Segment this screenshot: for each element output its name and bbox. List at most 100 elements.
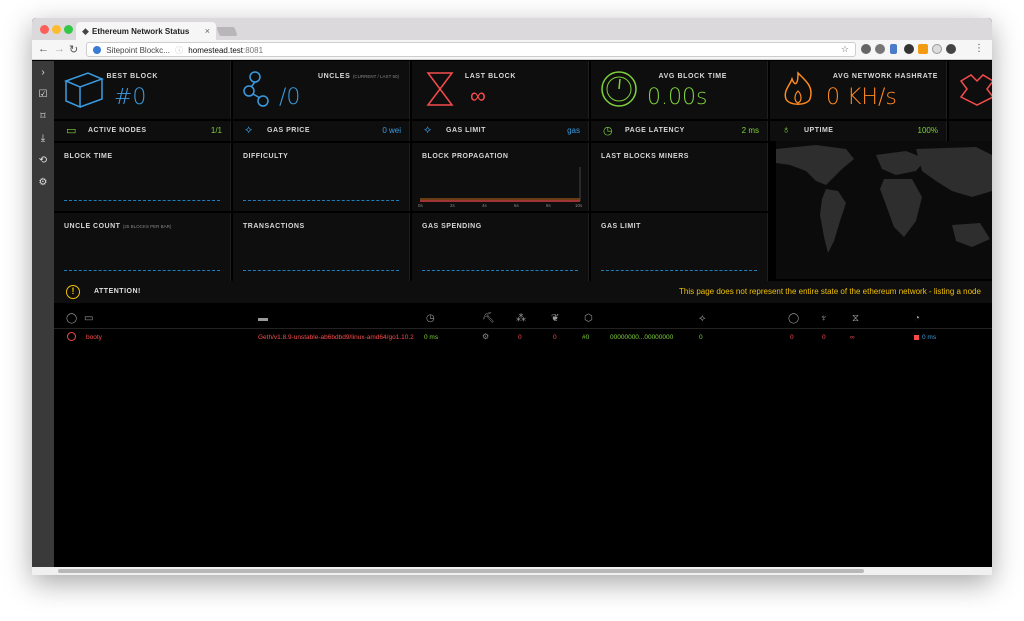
page-latency-value: 2 ms — [741, 126, 759, 135]
difficulty-chart: DIFFICULTY — [233, 143, 410, 211]
extension-profile-icon[interactable] — [946, 44, 956, 54]
node-pending: 0 — [553, 334, 557, 341]
checkbox-icon[interactable]: ☑ — [38, 89, 48, 100]
monitor-icon[interactable]: ▭ — [84, 313, 94, 324]
check-circle-icon[interactable]: ◯ — [788, 313, 800, 324]
close-window-button[interactable] — [40, 25, 49, 34]
pending-leaf-icon[interactable]: ❦ — [551, 313, 560, 324]
difficulty-label: DIFFICULTY — [243, 153, 289, 160]
minimize-window-button[interactable] — [52, 25, 61, 34]
tab-bar: ◆ Ethereum Network Status × — [32, 18, 992, 40]
gas-limit-chart-label: GAS LIMIT — [601, 223, 641, 230]
expand-chevron-icon[interactable]: › — [41, 67, 45, 78]
extension-ethereum-icon[interactable] — [890, 44, 897, 54]
gas-spending-label: GAS SPENDING — [422, 223, 482, 230]
laptop-icon[interactable]: ▬ — [258, 313, 268, 324]
dashboard: BEST BLOCK #0 UNCLES (CURRENT / LAST 50)… — [54, 61, 992, 575]
avg-hashrate-panel: AVG NETWORK HASHRATE 0 KH/s — [770, 61, 947, 119]
info-icon[interactable]: ⓘ — [175, 46, 184, 55]
uncle-count-baseline — [64, 270, 220, 271]
transactions-chart: TRANSACTIONS — [233, 213, 410, 281]
node-block-transactions: 0 — [790, 334, 794, 341]
gas-limit-label: GAS LIMIT — [446, 127, 486, 134]
reload-icon[interactable]: ↻ — [69, 44, 79, 56]
node-status-icon — [67, 332, 76, 341]
avg-block-time-panel: AVG BLOCK TIME 0.00s — [591, 61, 768, 119]
tab-title: Ethereum Network Status — [92, 27, 190, 36]
last-blocks-miners-chart: LAST BLOCKS MINERS — [591, 143, 768, 211]
propagation-tick: 4s — [482, 203, 487, 208]
pickaxe-icon[interactable]: ⛏ — [482, 313, 495, 324]
tab-close-button[interactable]: × — [204, 26, 210, 36]
browser-menu-icon[interactable]: ⋮ — [974, 43, 984, 54]
node-uncles: 0 — [822, 334, 826, 341]
bookmark-icon[interactable]: ⌑ — [40, 111, 46, 122]
back-arrow-icon[interactable]: ← — [38, 43, 49, 55]
node-block: #0 — [582, 334, 590, 341]
bookmark-star-icon[interactable]: ☆ — [840, 44, 849, 54]
check-circle-icon[interactable]: ◯ — [66, 313, 78, 324]
mining-icon: ⚙ — [482, 332, 490, 341]
history-icon[interactable]: ⟲ — [38, 155, 48, 166]
best-block-value: #0 — [114, 85, 147, 110]
propagation-bar-icon — [914, 335, 919, 340]
tag-icon: ⟡ — [245, 124, 253, 136]
table-row[interactable]: booty Geth/v1.8.9-unstable-ab6bdbd9/linu… — [54, 331, 992, 345]
difficulty-tag-icon[interactable]: ⟡ — [699, 313, 706, 324]
propagation-tick: 10s — [575, 203, 583, 208]
uncles-branch-icon[interactable]: ♆ — [820, 313, 828, 324]
uptime-row: ♁ UPTIME 100% — [770, 121, 947, 141]
uptime-value: 100% — [917, 126, 938, 135]
world-map[interactable] — [776, 141, 992, 279]
propagation-tick: 6s — [514, 203, 519, 208]
tab-ethereum-network-status[interactable]: ◆ Ethereum Network Status × — [76, 22, 216, 40]
avg-block-time-label: AVG BLOCK TIME — [658, 73, 727, 80]
cube-icon — [63, 72, 105, 109]
sidebar: › ☑ ⌑ ⤓ ⟲ ⚙ — [32, 61, 54, 575]
extension-face-icon[interactable] — [932, 44, 942, 54]
tag-icon: ⟡ — [424, 124, 432, 136]
last-block-label: LAST BLOCK — [464, 73, 516, 80]
url-input[interactable]: Sitepoint Blockc... ⓘ homestead.test:808… — [86, 42, 856, 57]
node-peers: 0 — [518, 334, 522, 341]
extension-dark-icon[interactable] — [904, 44, 914, 54]
address-bar: ← → ↻ Sitepoint Blockc... ⓘ homestead.te… — [32, 40, 992, 60]
forward-arrow-icon[interactable]: → — [54, 43, 65, 55]
gas-limit-row: ⟡ GAS LIMIT gas — [412, 121, 589, 141]
maximize-window-button[interactable] — [64, 25, 73, 34]
scrollbar-thumb[interactable] — [58, 569, 864, 573]
block-time-baseline — [64, 200, 220, 201]
gas-spending-baseline — [422, 270, 578, 271]
peers-icon[interactable]: ⁂ — [516, 313, 526, 324]
node-difficulty: 0 — [699, 334, 703, 341]
horizontal-scrollbar[interactable] — [32, 567, 992, 575]
latency-timer-icon[interactable]: ◷ — [426, 313, 435, 324]
uncles-value: /0 — [279, 85, 301, 110]
block-cube-icon[interactable]: ⬡ — [584, 313, 593, 324]
gas-price-label: GAS PRICE — [267, 127, 311, 134]
gas-limit-baseline — [601, 270, 757, 271]
block-time-chart: BLOCK TIME — [54, 143, 231, 211]
site-chip: Sitepoint Blockc... — [106, 46, 170, 55]
difficulty-baseline — [243, 200, 399, 201]
gas-spending-chart: GAS SPENDING — [412, 213, 589, 281]
best-block-label: BEST BLOCK — [106, 73, 158, 80]
new-tab-button[interactable] — [216, 27, 238, 36]
partial-panel — [949, 61, 992, 119]
hourglass-icon[interactable]: ⧖ — [852, 313, 860, 324]
extension-search-icon[interactable] — [861, 44, 871, 54]
propagation-gauge-icon[interactable]: ◔ — [914, 313, 921, 324]
propagation-tick: 8s — [546, 203, 551, 208]
avg-hashrate-label: AVG NETWORK HASHRATE — [832, 73, 938, 80]
attention-bar: ! ATTENTION! This page does not represen… — [54, 281, 992, 303]
attention-message: This page does not represent the entire … — [679, 287, 981, 296]
best-block-panel: BEST BLOCK #0 — [54, 61, 231, 119]
node-latency: 0 ms — [424, 334, 439, 341]
gas-price-row: ⟡ GAS PRICE 0 wei — [233, 121, 410, 141]
uncle-count-chart: UNCLE COUNT (25 BLOCKS PER BAR) — [54, 213, 231, 281]
extension-metamask-icon[interactable] — [918, 44, 928, 54]
extension-puzzle-icon[interactable] — [875, 44, 885, 54]
download-icon[interactable]: ⤓ — [40, 133, 46, 144]
settings-gear-icon[interactable]: ⚙ — [38, 177, 48, 188]
node-name: booty — [86, 334, 102, 341]
